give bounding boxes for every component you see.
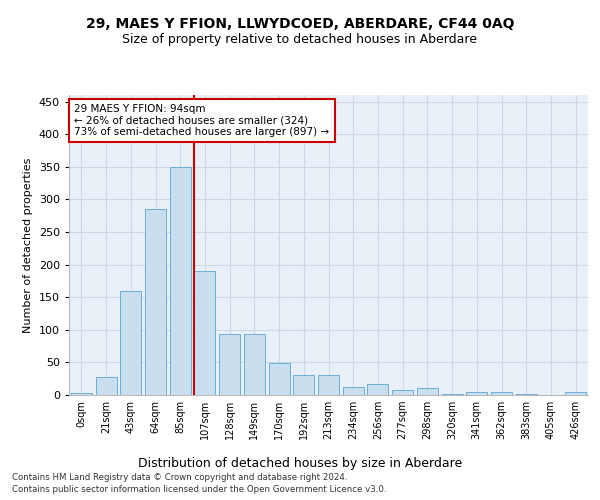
Bar	[392, 390, 413, 395]
Text: Size of property relative to detached houses in Aberdare: Size of property relative to detached ho…	[122, 32, 478, 46]
Bar	[194, 271, 215, 395]
Bar	[219, 334, 240, 395]
Bar	[565, 392, 586, 395]
Bar	[71, 393, 92, 395]
Bar	[491, 392, 512, 395]
Bar	[170, 166, 191, 395]
Bar	[318, 376, 339, 395]
Text: 29 MAES Y FFION: 94sqm
← 26% of detached houses are smaller (324)
73% of semi-de: 29 MAES Y FFION: 94sqm ← 26% of detached…	[74, 104, 329, 137]
Bar	[95, 376, 116, 395]
Bar	[244, 334, 265, 395]
Bar	[516, 394, 537, 395]
Text: Contains HM Land Registry data © Crown copyright and database right 2024.: Contains HM Land Registry data © Crown c…	[12, 472, 347, 482]
Bar	[293, 376, 314, 395]
Bar	[269, 363, 290, 395]
Text: Contains public sector information licensed under the Open Government Licence v3: Contains public sector information licen…	[12, 485, 386, 494]
Bar	[466, 392, 487, 395]
Bar	[442, 394, 463, 395]
Text: Distribution of detached houses by size in Aberdare: Distribution of detached houses by size …	[138, 458, 462, 470]
Bar	[343, 386, 364, 395]
Y-axis label: Number of detached properties: Number of detached properties	[23, 158, 33, 332]
Bar	[145, 209, 166, 395]
Bar	[417, 388, 438, 395]
Bar	[367, 384, 388, 395]
Bar	[120, 290, 141, 395]
Text: 29, MAES Y FFION, LLWYDCOED, ABERDARE, CF44 0AQ: 29, MAES Y FFION, LLWYDCOED, ABERDARE, C…	[86, 18, 514, 32]
